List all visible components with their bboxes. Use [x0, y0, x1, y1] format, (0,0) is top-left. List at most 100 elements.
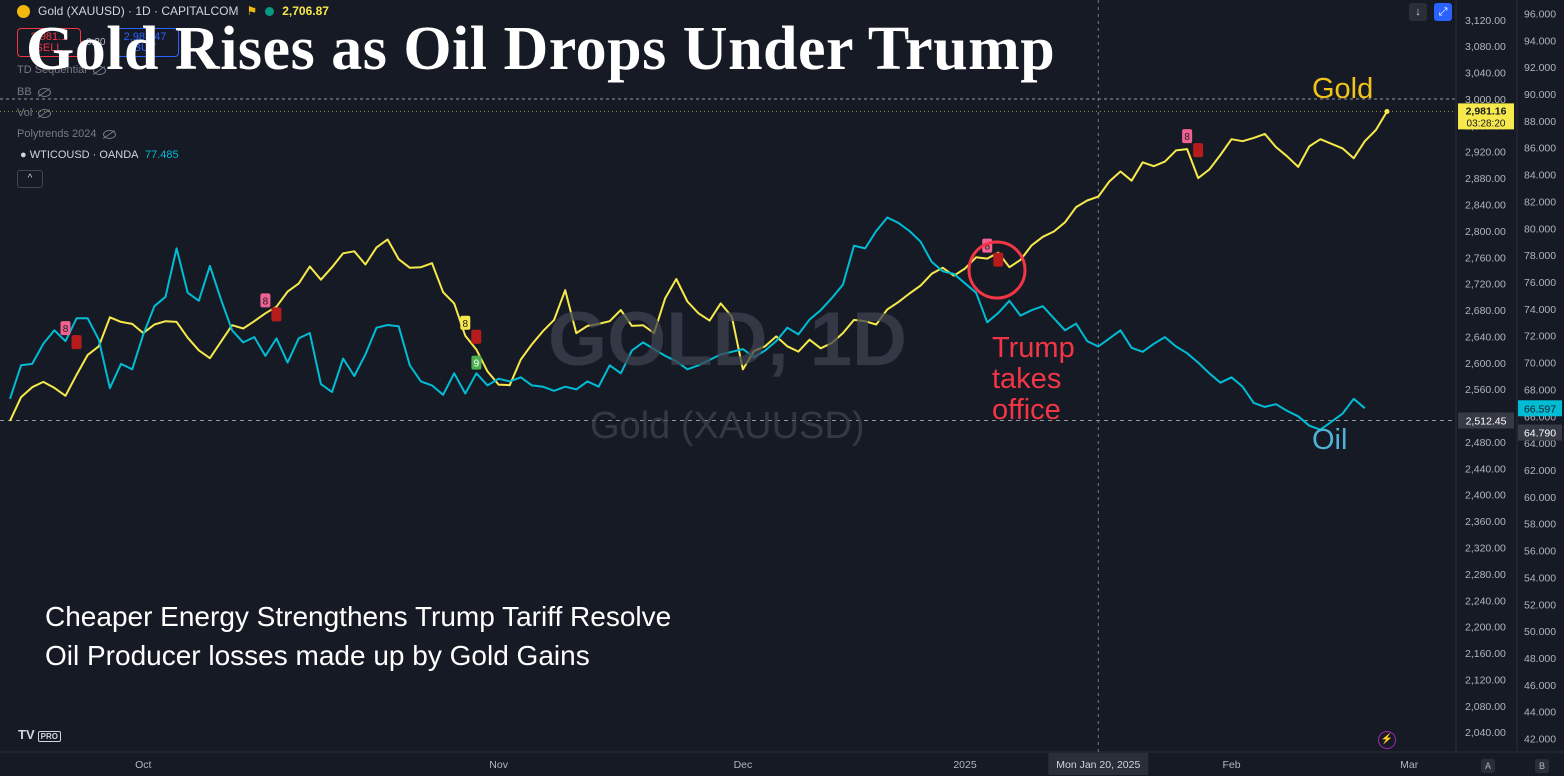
- trump-annotation-line2: takes: [992, 363, 1062, 395]
- oil-tick-label: 48.000: [1524, 653, 1556, 665]
- oil-tick-label: 86.000: [1524, 143, 1556, 155]
- td-marker-badge: [471, 355, 482, 370]
- gold-tick-label: 2,800.00: [1465, 226, 1506, 238]
- oil-tick-label: 42.000: [1524, 734, 1556, 746]
- gold-series-line: [9, 110, 1388, 422]
- gold-tick-label: 2,480.00: [1465, 437, 1506, 449]
- oil-tick-label: 60.000: [1524, 492, 1556, 504]
- buy-button[interactable]: 2,981.47 BUY: [111, 28, 179, 57]
- gold-tick-label: 2,920.00: [1465, 147, 1506, 159]
- crosshair-time-label: Mon Jan 20, 2025: [1056, 759, 1140, 771]
- indicator-td-sequential[interactable]: TD Sequential: [17, 64, 106, 76]
- tv-logo-mark: TV: [18, 727, 35, 742]
- scale-b-button[interactable]: B: [1535, 759, 1549, 773]
- buy-label: BUY: [133, 41, 157, 54]
- hidden-eye-icon[interactable]: [38, 108, 52, 118]
- td-marker-label: 8: [984, 242, 990, 253]
- tradingview-logo[interactable]: TV PRO: [18, 727, 61, 742]
- oil-tick-label: 50.000: [1524, 626, 1556, 638]
- oil-tick-label: 62.000: [1524, 465, 1556, 477]
- td-marker-label: 9: [474, 359, 480, 370]
- subtitle-line-2: Oil Producer losses made up by Gold Gain…: [45, 640, 590, 671]
- td-marker-label: 8: [1184, 132, 1190, 143]
- gold-tick-label: 2,160.00: [1465, 648, 1506, 660]
- lightning-icon[interactable]: ⚡: [1378, 731, 1396, 749]
- gold-last-price-box: [1458, 103, 1514, 130]
- time-tick-label: Oct: [135, 759, 151, 771]
- time-tick-label: 2025: [953, 759, 977, 771]
- sell-label: SELL: [35, 41, 63, 54]
- oil-tick-label: 80.000: [1524, 223, 1556, 235]
- td-marker-label: 8: [63, 324, 69, 335]
- flag-icon[interactable]: ⚑: [246, 4, 258, 18]
- symbol-title[interactable]: Gold (XAUUSD) · 1D · CAPITALCOM: [38, 4, 239, 18]
- oil-tick-label: 90.000: [1524, 89, 1556, 101]
- time-tick-label: Feb: [1222, 759, 1240, 771]
- gold-last-point: [1384, 108, 1390, 114]
- gold-tick-label: 2,360.00: [1465, 516, 1506, 528]
- time-axis: Oct Nov Dec 2025 Mon Jan 20, 2025 Feb Mar: [0, 751, 1564, 775]
- oil-tick-label: 74.000: [1524, 304, 1556, 316]
- fullscreen-button[interactable]: ⤢: [1434, 3, 1452, 21]
- reference-lines: [0, 0, 1456, 752]
- symbol-header[interactable]: Gold (XAUUSD) · 1D · CAPITALCOM ⚑ 2,706.…: [17, 4, 329, 18]
- oil-tick-label: 58.000: [1524, 519, 1556, 531]
- gold-tick-label: 2,720.00: [1465, 279, 1506, 291]
- oil-tick-label: 64.000: [1524, 438, 1556, 450]
- gold-tick-label: 3,000.00: [1465, 94, 1506, 106]
- indicator-polytrends[interactable]: Polytrends 2024: [17, 128, 116, 140]
- gold-ref-price-box: [1458, 412, 1514, 429]
- oil-series-line: [9, 216, 1366, 431]
- time-tick-label: Mar: [1400, 759, 1419, 771]
- watermark-name: Gold (XAUUSD): [590, 405, 865, 447]
- trump-circle-annotation: [967, 240, 1027, 300]
- trump-annotation-line1: Trump: [992, 332, 1075, 364]
- buy-price: 2,981.47: [123, 30, 167, 43]
- indicator-bb[interactable]: BB: [17, 86, 51, 98]
- td-marker-dark-badge: [993, 252, 1004, 267]
- time-tick-label: Dec: [734, 759, 753, 771]
- td-marker-dark-badge: [71, 335, 82, 350]
- td-marker-badge: [1182, 129, 1193, 144]
- compare-symbol-wti[interactable]: ● WTICOUSD · OANDA 77.485: [20, 149, 179, 161]
- oil-tick-label: 68.000: [1524, 384, 1556, 396]
- oil-tick-label: 84.000: [1524, 170, 1556, 182]
- scroll-down-button[interactable]: ↓: [1409, 3, 1427, 21]
- indicator-bb-label: BB: [17, 86, 32, 98]
- indicator-vol[interactable]: Vol: [17, 107, 52, 119]
- sell-price: 2,981.1: [30, 30, 68, 43]
- oil-tick-label: 46.000: [1524, 680, 1556, 692]
- sell-button[interactable]: 2,981.1 SELL: [17, 28, 81, 57]
- oil-tick-label: 56.000: [1524, 546, 1556, 558]
- gold-tick-label: 2,840.00: [1465, 199, 1506, 211]
- gold-series-label: Gold: [1312, 73, 1374, 105]
- gold-tick-label: 3,120.00: [1465, 15, 1506, 27]
- hidden-eye-icon[interactable]: [37, 87, 51, 97]
- hidden-eye-icon[interactable]: [92, 65, 106, 75]
- td-marker-dark-badge: [471, 329, 482, 344]
- gold-tick-label: 2,560.00: [1465, 384, 1506, 396]
- crosshair-time-box: [1048, 753, 1149, 775]
- oil-last-price-box: [1518, 400, 1562, 417]
- indicator-vol-label: Vol: [17, 107, 33, 119]
- td-marker-label: 8: [463, 319, 469, 330]
- oil-tick-label: 78.000: [1524, 250, 1556, 262]
- gold-tick-label: 3,040.00: [1465, 68, 1506, 80]
- hidden-eye-icon[interactable]: [102, 129, 116, 139]
- collapse-legend-button[interactable]: ^: [17, 170, 43, 188]
- gold-tick-label: 2,280.00: [1465, 569, 1506, 581]
- td-marker-badge: [260, 293, 271, 308]
- oil-tick-label: 82.000: [1524, 196, 1556, 208]
- oil-tick-label: 70.000: [1524, 358, 1556, 370]
- gold-tick-label: 2,760.00: [1465, 252, 1506, 264]
- gold-tick-label: 2,600.00: [1465, 358, 1506, 370]
- gold-tick-label: 2,120.00: [1465, 674, 1506, 686]
- oil-ref-price-box: [1518, 424, 1562, 441]
- gold-tick-label: 2,680.00: [1465, 305, 1506, 317]
- gold-tick-label: 2,320.00: [1465, 543, 1506, 555]
- gold-tick-label: 2,880.00: [1465, 173, 1506, 185]
- watermark-symbol: GOLD, 1D: [548, 297, 907, 382]
- auto-scale-button[interactable]: A: [1481, 759, 1495, 773]
- gold-tick-label: 2,440.00: [1465, 463, 1506, 475]
